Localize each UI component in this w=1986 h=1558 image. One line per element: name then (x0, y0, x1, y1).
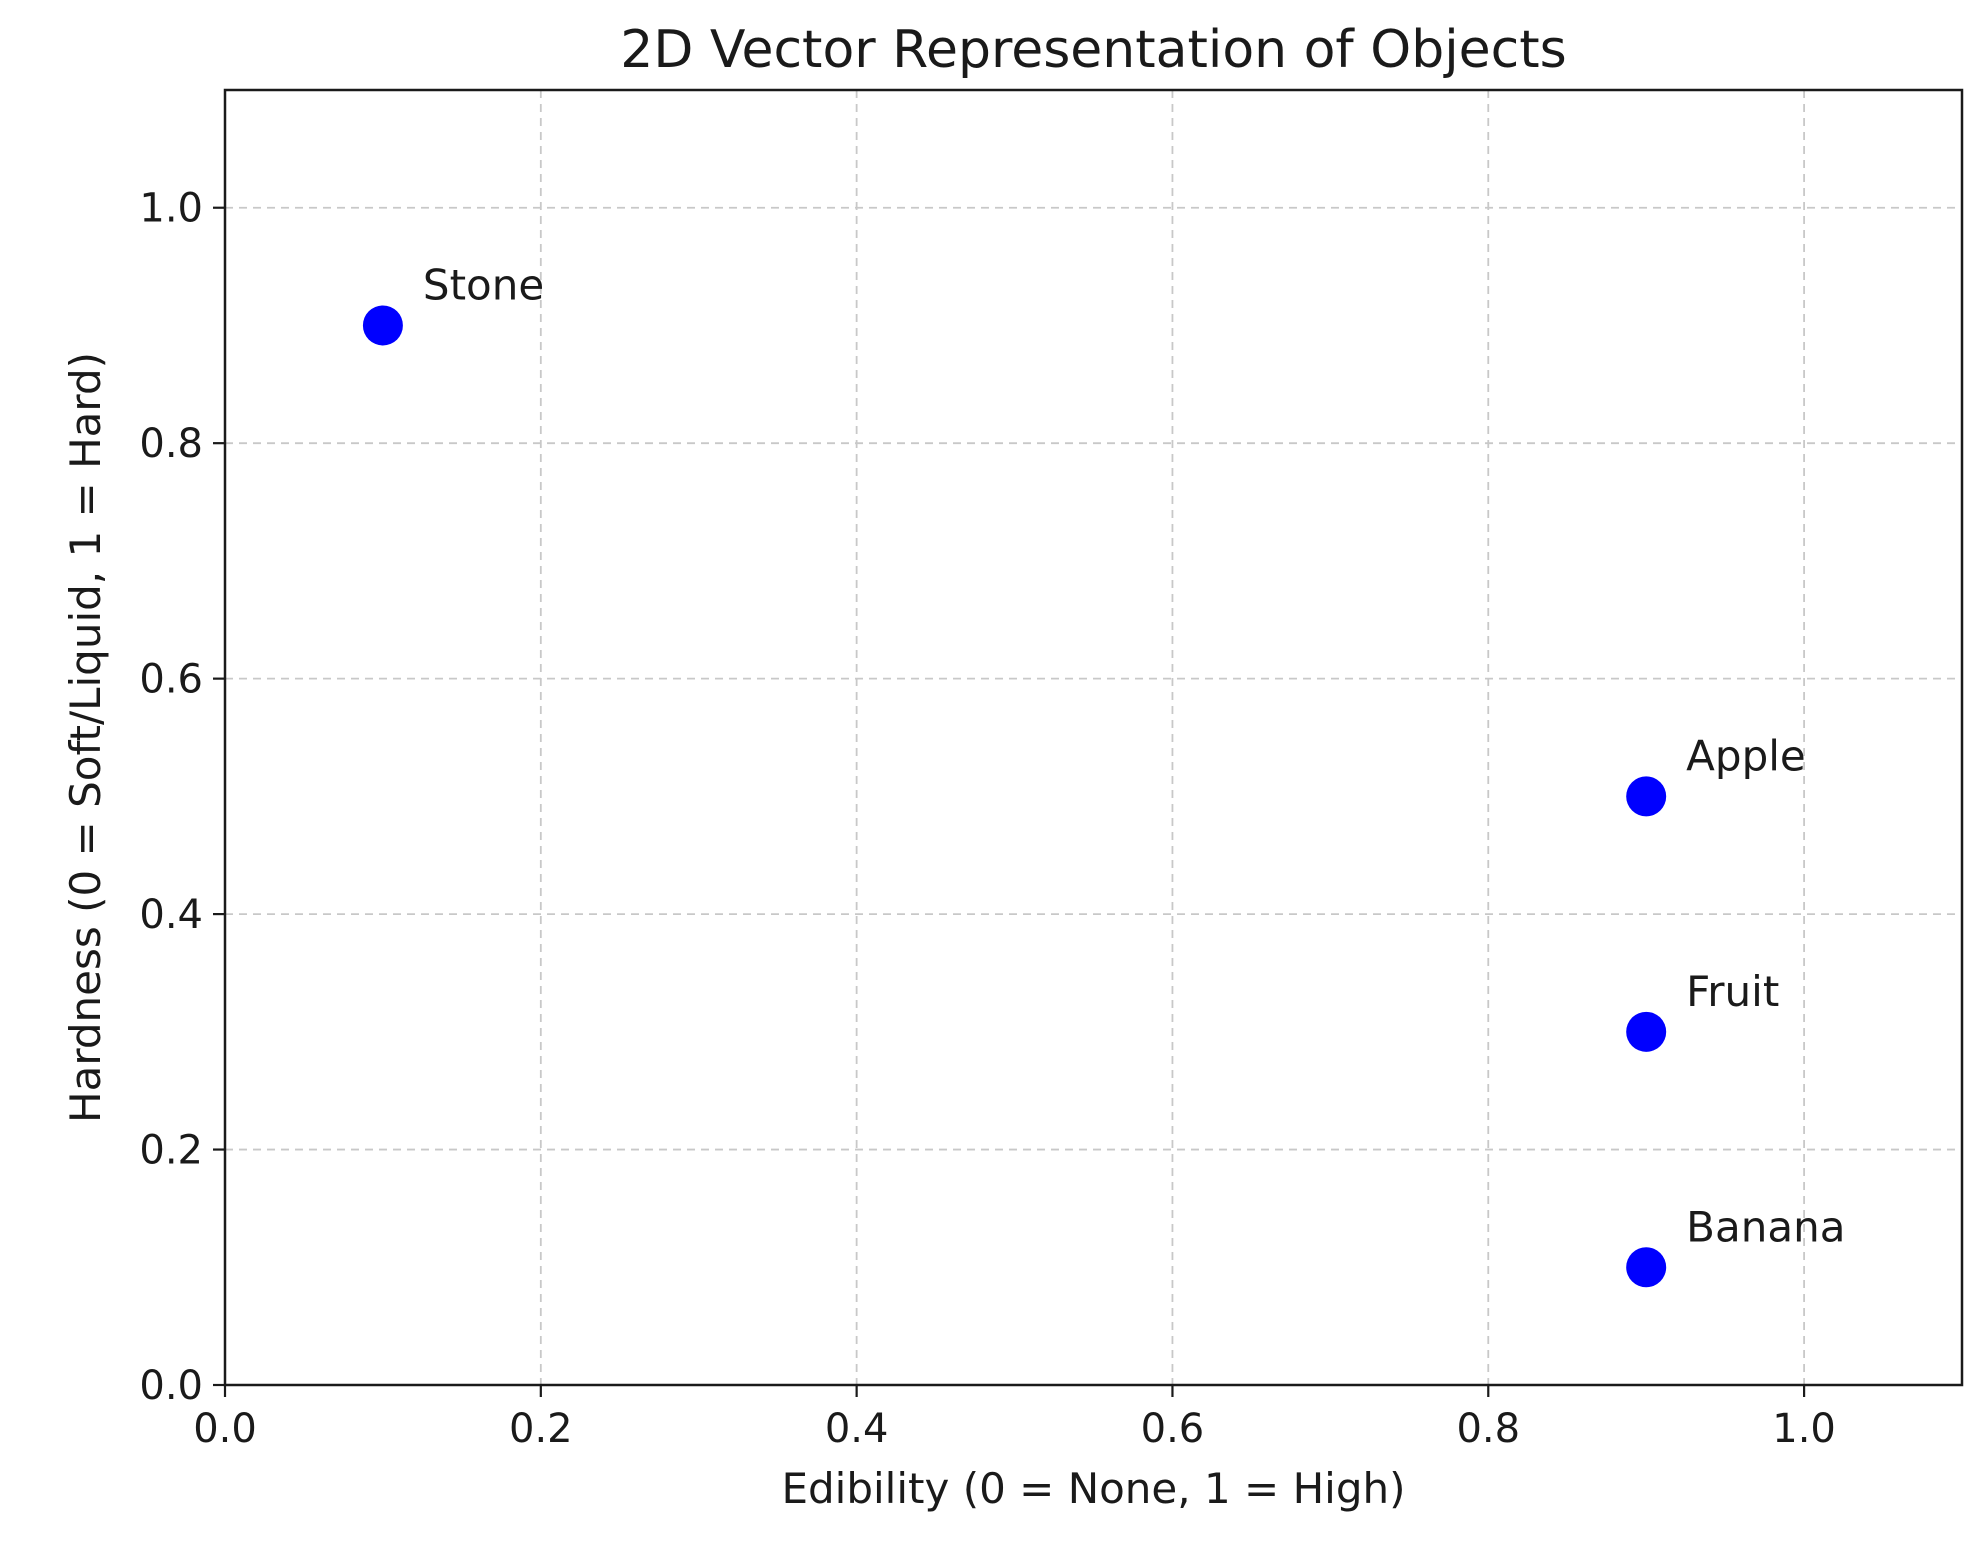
data-point-fruit (1626, 1011, 1667, 1052)
data-point-apple (1626, 776, 1667, 817)
chart-title: 2D Vector Representation of Objects (620, 20, 1566, 80)
data-point-banana (1626, 1247, 1667, 1288)
y-tick-label: 0.0 (139, 1363, 203, 1409)
point-label-banana: Banana (1686, 1202, 1845, 1251)
y-tick-label: 1.0 (139, 186, 203, 232)
axis-ticks: 0.0 0.2 0.4 0.6 0.8 1.0 0.0 0.2 0.4 0.6 0.8 1.0 (139, 186, 1836, 1452)
y-tick-label: 0.2 (139, 1128, 203, 1174)
point-label-apple: Apple (1686, 731, 1806, 780)
plot-frame (223, 88, 1964, 1387)
point-label-fruit: Fruit (1686, 967, 1779, 1016)
y-tick-label: 0.8 (139, 421, 203, 467)
y-tick-label: 0.4 (139, 892, 203, 938)
x-tick-label: 1.0 (1772, 1406, 1836, 1452)
x-tick-label: 0.2 (509, 1406, 573, 1452)
y-axis-label: Hardness (0 = Soft/Liquid, 1 = Hard) (61, 352, 110, 1123)
data-point-stone (362, 305, 403, 346)
x-tick-label: 0.8 (1456, 1406, 1520, 1452)
x-tick-label: 0.0 (193, 1406, 257, 1452)
x-tick-label: 0.6 (1141, 1406, 1205, 1452)
point-label-stone: Stone (423, 260, 544, 309)
y-tick-label: 0.6 (139, 657, 203, 703)
data-points: Stone Apple Fruit Banana (362, 260, 1845, 1288)
x-tick-label: 0.4 (825, 1406, 889, 1452)
x-axis-label: Edibility (0 = None, 1 = High) (781, 1464, 1405, 1513)
